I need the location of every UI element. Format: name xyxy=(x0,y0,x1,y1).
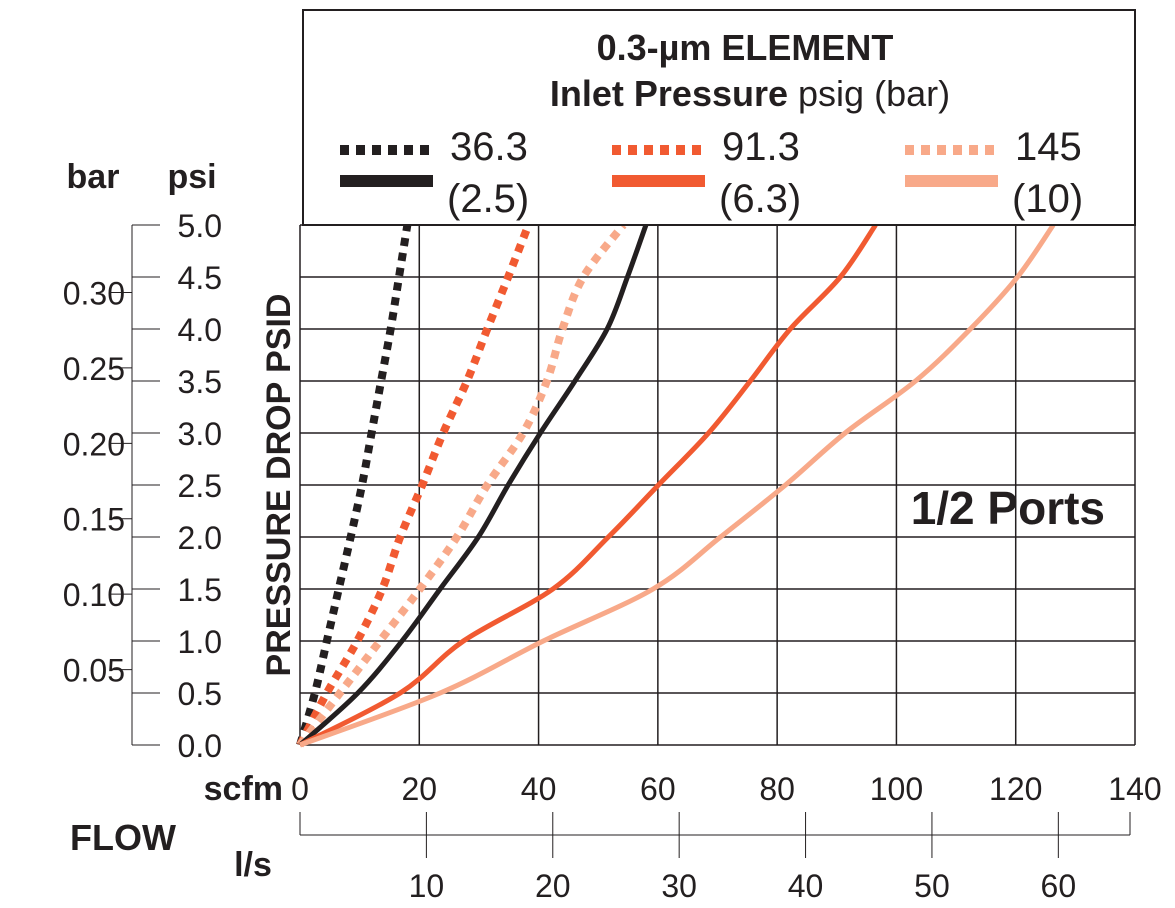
series-line-solid-91-3 xyxy=(298,223,878,748)
y-tick-label: 1.5 xyxy=(178,572,222,608)
y-tick-label: 4.5 xyxy=(178,260,222,296)
x-tick-label: 0 xyxy=(291,771,309,807)
x-tick-label: 80 xyxy=(759,771,795,807)
legend-label: 91.3 xyxy=(722,125,800,169)
legend: 0.3-µm ELEMENT Inlet Pressure psig (bar)… xyxy=(302,9,1136,226)
series-line-dotted-36-3 xyxy=(296,224,412,747)
legend-label-bar: (6.3) xyxy=(719,177,801,221)
x2-tick-label: 60 xyxy=(1041,868,1077,904)
y-axis-label: PRESSURE DROP PSID xyxy=(260,294,298,677)
y-unit-label: psi xyxy=(167,158,216,196)
y-tick-label: 1.0 xyxy=(178,624,222,660)
x-axis-label: FLOW xyxy=(70,817,176,858)
x2-tick-label: 50 xyxy=(914,868,950,904)
y2-tick-label: 0.30 xyxy=(63,275,125,311)
y-tick-label: 3.0 xyxy=(178,416,222,452)
series-line-solid-145 xyxy=(299,223,1056,748)
legend-label: 36.3 xyxy=(450,125,528,169)
x-unit-label: scfm xyxy=(204,770,283,808)
series-line-solid-36-3 xyxy=(298,224,649,747)
y-tick-label: 0.5 xyxy=(178,676,222,712)
legend-box xyxy=(302,9,1136,226)
legend-title: Inlet Pressure psig (bar) xyxy=(550,73,950,114)
y-tick-label: 2.0 xyxy=(178,520,222,556)
legend-label-bar: (2.5) xyxy=(447,177,529,221)
series-line-dotted-91-3 xyxy=(296,223,533,747)
x-tick-label: 140 xyxy=(1108,771,1161,807)
x-tick-label: 100 xyxy=(870,771,923,807)
curves xyxy=(296,222,1056,748)
x2-tick-label: 30 xyxy=(661,868,697,904)
y2-tick-label: 0.15 xyxy=(63,502,125,538)
chart-title: 0.3-µm ELEMENT xyxy=(597,27,894,68)
y-tick-label: 4.0 xyxy=(178,312,222,348)
annotation-ports: 1/2 Ports xyxy=(911,482,1105,534)
x-tick-label: 60 xyxy=(640,771,676,807)
y2-tick-label: 0.20 xyxy=(63,426,125,462)
series-line-dotted-145 xyxy=(296,222,627,748)
y2-tick-label: 0.25 xyxy=(63,351,125,387)
x2-unit-label: l/s xyxy=(234,846,272,884)
y2-tick-label: 0.10 xyxy=(63,577,125,613)
x2-tick-label: 20 xyxy=(535,868,571,904)
x-tick-label: 20 xyxy=(401,771,437,807)
y-tick-label: 5.0 xyxy=(178,208,222,244)
axes: 0.0 0.5 1.0 1.5 2.0 2.5 3.0 3.5 4.0 4.5 5.0 0.05 0.1… xyxy=(63,208,1162,904)
x2-tick-label: 10 xyxy=(409,868,445,904)
y-tick-label: 0.0 xyxy=(178,728,222,764)
legend-label-bar: (10) xyxy=(1012,177,1083,221)
y2-unit-label: bar xyxy=(67,158,120,196)
legend-label: 145 xyxy=(1015,125,1082,169)
y2-tick-label: 0.05 xyxy=(63,653,125,689)
x-tick-label: 120 xyxy=(989,771,1042,807)
y-tick-label: 2.5 xyxy=(178,468,222,504)
y-tick-label: 3.5 xyxy=(178,364,222,400)
x2-tick-label: 40 xyxy=(788,868,824,904)
x-tick-label: 40 xyxy=(521,771,557,807)
